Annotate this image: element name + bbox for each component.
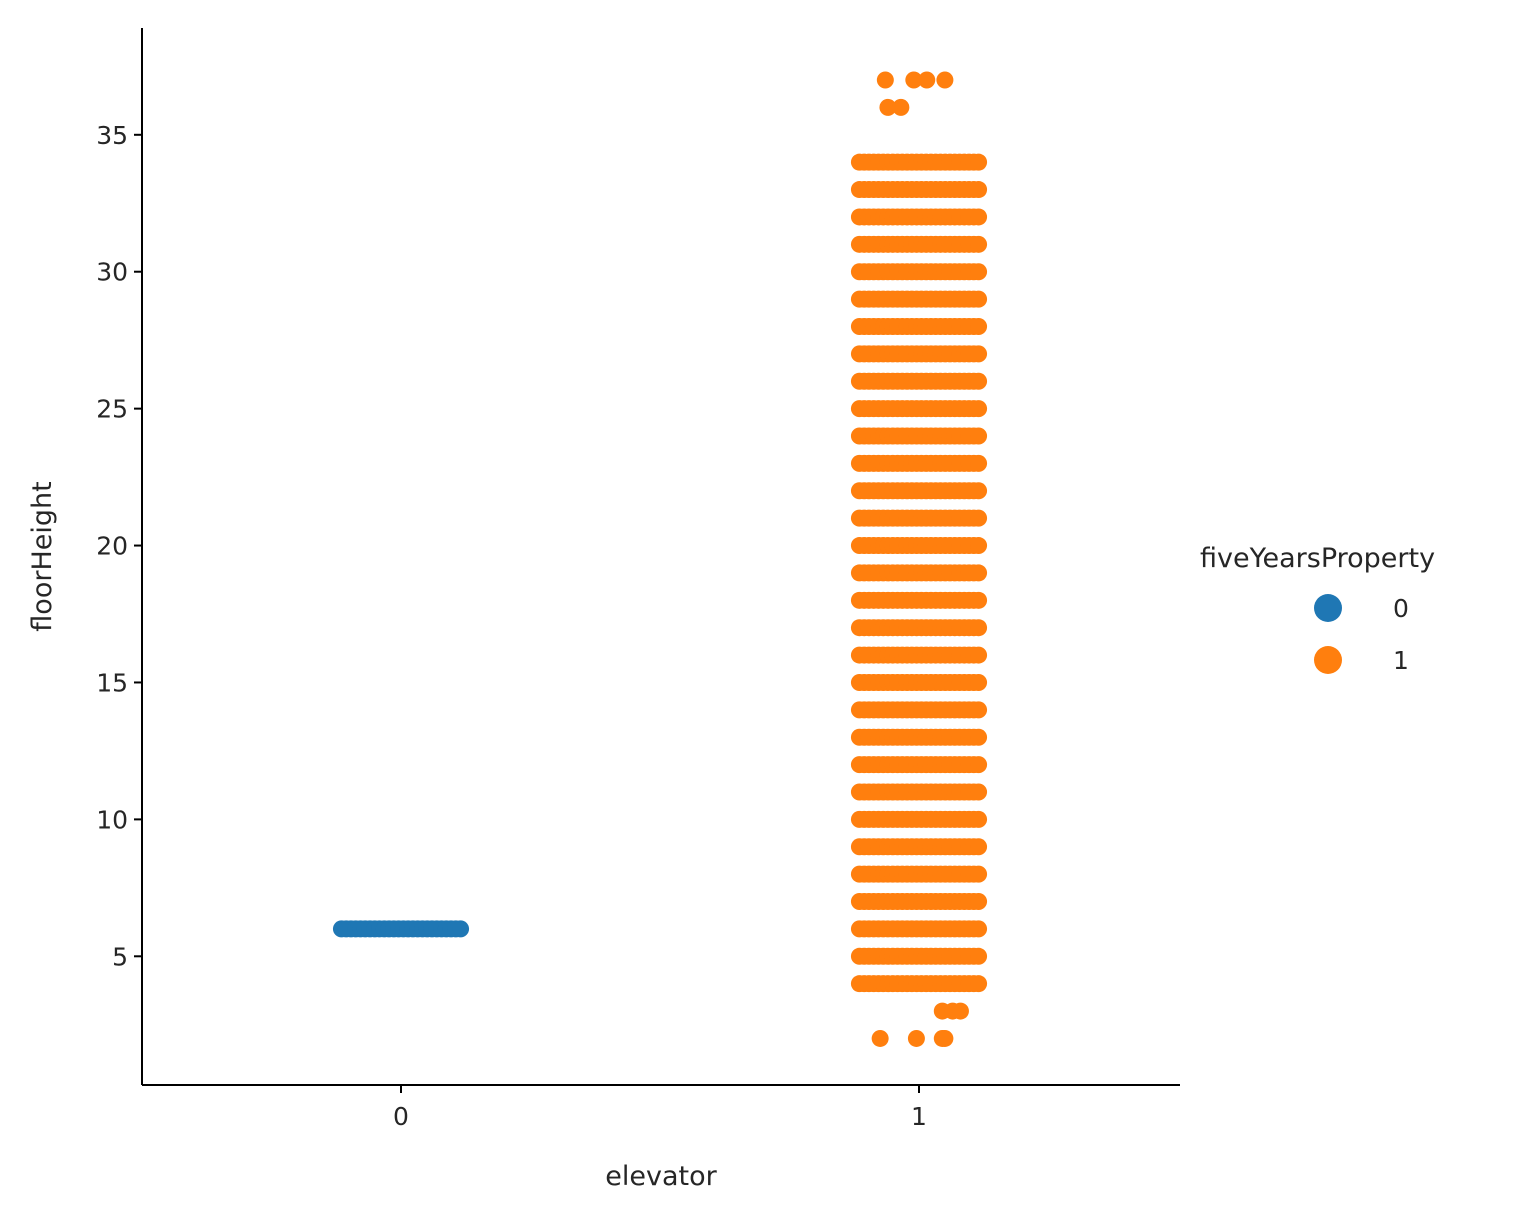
y-tick-label: 10 [96,805,128,834]
y-tick-label: 5 [112,942,128,971]
y-axis-label: floorHeight [27,481,58,631]
data-point [876,71,894,89]
y-tick-label: 30 [96,258,128,287]
legend: fiveYearsProperty 0 1 [1200,543,1435,675]
data-point [970,208,988,226]
x-tick-label: 1 [911,1102,927,1131]
data-point [452,920,470,938]
data-point [970,783,988,801]
data-point [970,153,988,171]
data-point [892,98,910,116]
data-point [970,893,988,911]
legend-title: fiveYearsProperty [1200,543,1435,574]
data-point [970,482,988,500]
x-tick-label: 0 [393,1102,409,1131]
y-axis-ticks: 5 10 15 20 25 30 35 [96,121,142,971]
data-point [970,865,988,883]
y-tick-label: 20 [96,532,128,561]
data-point [970,838,988,856]
data-point [905,71,923,89]
data-point [871,1029,889,1047]
y-tick-label: 35 [96,121,128,150]
data-point [970,756,988,774]
data-point [970,372,988,390]
data-point [970,728,988,746]
data-point [936,1029,954,1047]
data-point [970,181,988,199]
legend-marker [1314,646,1342,674]
data-point [970,235,988,253]
data-point [970,509,988,527]
data-point [970,290,988,308]
data-point [936,71,954,89]
data-point [970,454,988,472]
data-point [970,810,988,828]
y-tick-label: 25 [96,395,128,424]
data-point [907,1029,925,1047]
data-points [332,71,988,1047]
data-point [970,619,988,637]
data-point [951,1002,969,1020]
data-point [970,947,988,965]
data-point [970,701,988,719]
data-point [970,591,988,609]
data-point [970,400,988,418]
x-axis-label: elevator [605,1161,717,1192]
data-point [970,920,988,938]
data-point [918,71,936,89]
legend-entry-label: 0 [1393,594,1409,623]
data-point [970,975,988,993]
legend-entry-label: 1 [1393,646,1409,675]
data-point [970,646,988,664]
data-point [970,564,988,582]
data-point [970,317,988,335]
data-point [970,427,988,445]
data-point [879,98,897,116]
data-point [970,263,988,281]
data-point [970,345,988,363]
data-point [970,537,988,555]
data-point [970,673,988,691]
y-tick-label: 15 [96,668,128,697]
legend-marker [1314,594,1342,622]
